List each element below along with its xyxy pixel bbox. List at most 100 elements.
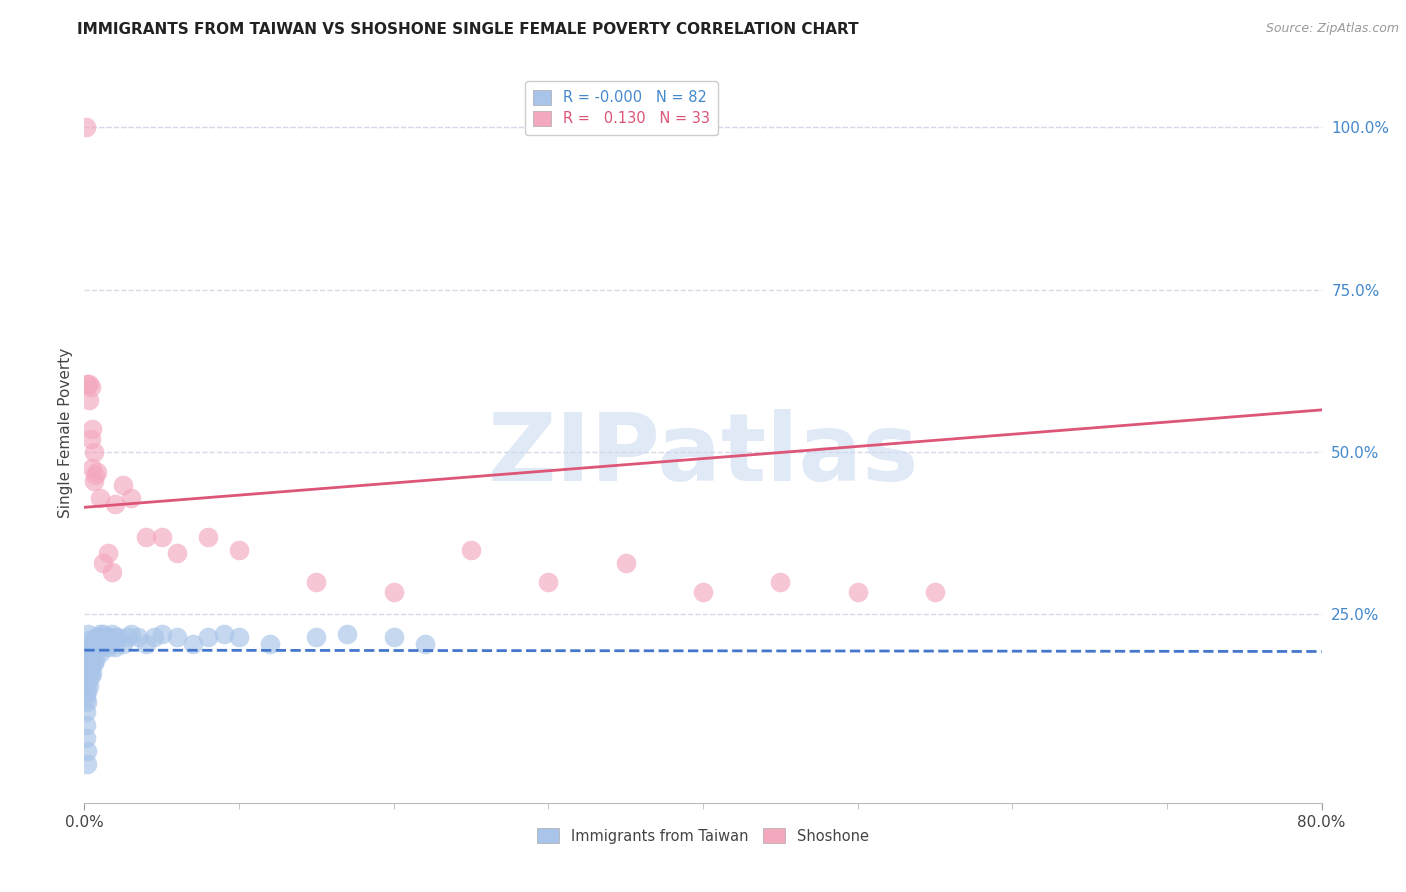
Point xyxy=(75,120,97,135)
Point xyxy=(75,663,97,677)
Point xyxy=(76,744,98,758)
Point xyxy=(76,656,98,670)
Point xyxy=(82,665,104,680)
Point xyxy=(76,669,98,683)
Point xyxy=(259,637,281,651)
Point xyxy=(305,630,328,644)
Point xyxy=(413,637,436,651)
Point xyxy=(166,546,188,560)
Point xyxy=(76,376,98,391)
Point xyxy=(91,627,114,641)
Point xyxy=(135,529,157,543)
Point xyxy=(82,649,104,664)
Point xyxy=(76,695,98,709)
Point xyxy=(79,659,101,673)
Point xyxy=(197,630,219,644)
Point xyxy=(143,630,166,644)
Point xyxy=(86,630,108,644)
Point xyxy=(75,647,97,661)
Point xyxy=(228,630,250,644)
Point xyxy=(90,630,112,644)
Point xyxy=(336,627,359,641)
Point xyxy=(382,630,405,644)
Point xyxy=(166,630,188,644)
Point xyxy=(75,718,97,732)
Point xyxy=(112,637,135,651)
Point xyxy=(82,643,104,657)
Point xyxy=(79,669,101,683)
Point xyxy=(96,546,118,560)
Point xyxy=(83,647,105,661)
Point xyxy=(82,656,104,670)
Point xyxy=(89,491,111,505)
Point xyxy=(150,529,173,543)
Point xyxy=(460,542,482,557)
Point xyxy=(228,542,250,557)
Point xyxy=(104,630,127,644)
Point xyxy=(79,380,101,394)
Point xyxy=(84,633,107,648)
Point xyxy=(79,640,101,654)
Point xyxy=(75,649,97,664)
Point xyxy=(94,637,117,651)
Point xyxy=(77,627,100,641)
Point xyxy=(89,627,111,641)
Point xyxy=(75,640,97,654)
Point xyxy=(76,675,98,690)
Point xyxy=(96,630,118,644)
Point xyxy=(127,630,149,644)
Point xyxy=(135,637,157,651)
Point xyxy=(120,491,142,505)
Text: ZIPatlas: ZIPatlas xyxy=(488,409,918,500)
Text: IMMIGRANTS FROM TAIWAN VS SHOSHONE SINGLE FEMALE POVERTY CORRELATION CHART: IMMIGRANTS FROM TAIWAN VS SHOSHONE SINGL… xyxy=(77,22,859,37)
Point xyxy=(212,627,235,641)
Point xyxy=(75,669,97,683)
Point xyxy=(75,685,97,699)
Point xyxy=(82,422,104,436)
Point xyxy=(112,477,135,491)
Legend: Immigrants from Taiwan, Shoshone: Immigrants from Taiwan, Shoshone xyxy=(530,821,876,851)
Point xyxy=(100,637,122,651)
Point xyxy=(77,679,100,693)
Point xyxy=(769,574,792,589)
Point xyxy=(82,461,104,475)
Point xyxy=(75,731,97,745)
Point xyxy=(96,640,118,654)
Point xyxy=(76,685,98,699)
Point xyxy=(84,653,107,667)
Point xyxy=(98,630,121,644)
Point xyxy=(77,633,100,648)
Point xyxy=(77,665,100,680)
Point xyxy=(76,647,98,661)
Point xyxy=(924,584,946,599)
Point xyxy=(76,653,98,667)
Point xyxy=(77,640,100,654)
Point xyxy=(79,432,101,446)
Point xyxy=(93,630,115,644)
Point xyxy=(86,640,108,654)
Point xyxy=(86,465,108,479)
Point xyxy=(75,656,97,670)
Point xyxy=(305,574,328,589)
Point xyxy=(83,656,105,670)
Point xyxy=(75,692,97,706)
Point xyxy=(101,627,124,641)
Point xyxy=(87,640,110,654)
Point xyxy=(79,649,101,664)
Point xyxy=(89,637,111,651)
Point xyxy=(537,574,560,589)
Point xyxy=(83,445,105,459)
Point xyxy=(76,756,98,771)
Point xyxy=(89,647,111,661)
Point xyxy=(107,630,129,644)
Point xyxy=(75,679,97,693)
Point xyxy=(83,475,105,489)
Point xyxy=(84,643,107,657)
Point xyxy=(77,656,100,670)
Point xyxy=(382,584,405,599)
Text: Source: ZipAtlas.com: Source: ZipAtlas.com xyxy=(1265,22,1399,36)
Point xyxy=(84,467,107,482)
Point xyxy=(692,584,714,599)
Point xyxy=(77,647,100,661)
Point xyxy=(614,556,637,570)
